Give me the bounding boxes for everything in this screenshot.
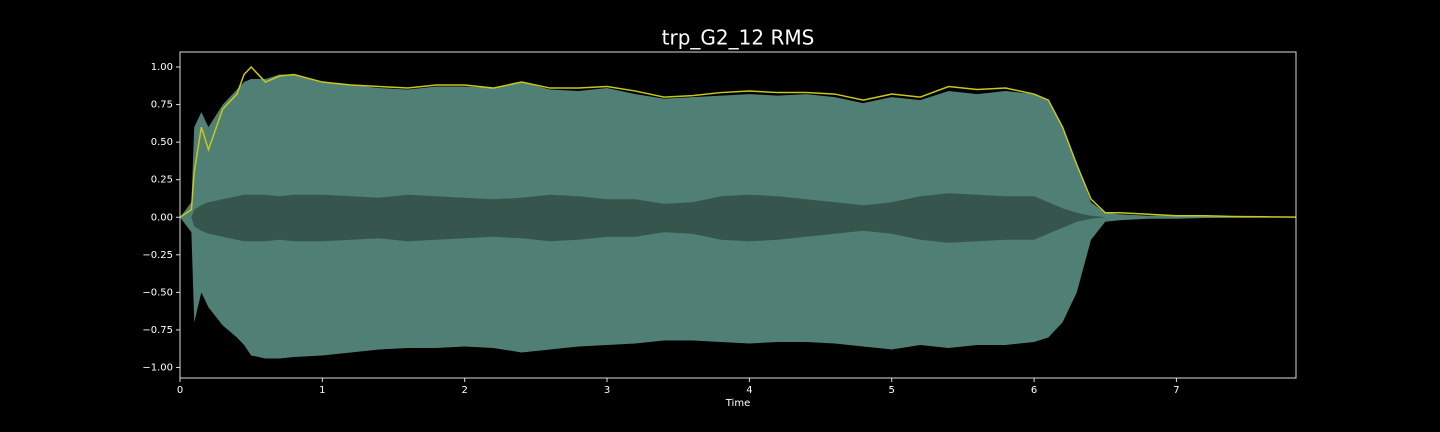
- y-tick-label: −0.25: [142, 250, 173, 261]
- chart-title: trp_G2_12 RMS: [662, 26, 815, 50]
- x-tick-label: 3: [604, 385, 610, 396]
- rms-line: [179, 65, 1297, 218]
- y-tick-label: 0.00: [151, 212, 173, 223]
- plot-frame: [179, 51, 1297, 379]
- waveform-band: [180, 193, 1296, 243]
- x-tick-label: 1: [319, 385, 325, 396]
- x-tick-label: 4: [746, 385, 752, 396]
- y-tick-label: −0.50: [142, 287, 173, 298]
- y-tick-label: 0.25: [151, 175, 173, 186]
- x-tick-label: 2: [462, 385, 468, 396]
- x-tick-label: 5: [889, 385, 895, 396]
- y-tick-label: −1.00: [142, 362, 173, 373]
- y-tick-label: 0.75: [151, 100, 173, 111]
- y-tick-label: 0.50: [151, 137, 173, 148]
- x-axis-label: Time: [725, 398, 750, 409]
- x-tick-label: 7: [1173, 385, 1179, 396]
- x-tick-label: 0: [177, 385, 183, 396]
- y-tick-label: −0.75: [142, 325, 173, 336]
- y-tick-label: 1.00: [151, 62, 173, 73]
- x-tick-label: 6: [1031, 385, 1037, 396]
